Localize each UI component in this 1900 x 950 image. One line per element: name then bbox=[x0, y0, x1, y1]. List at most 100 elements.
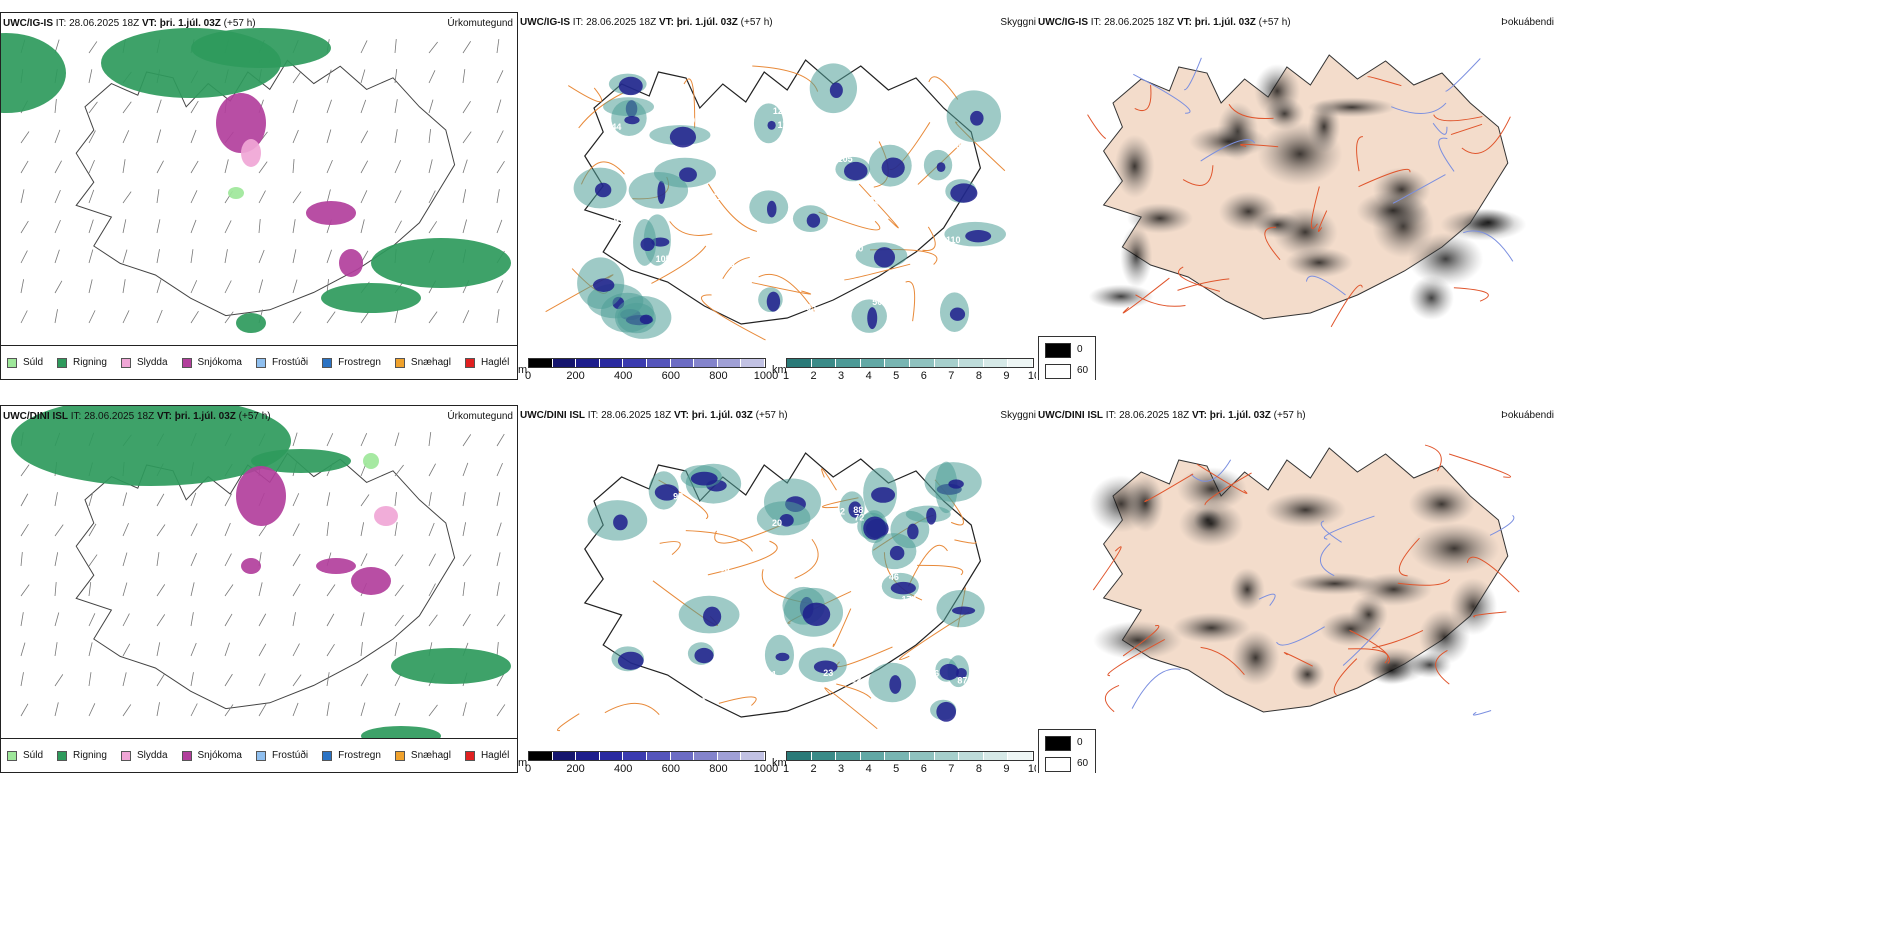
wind-barb bbox=[326, 189, 331, 204]
wind-barb bbox=[496, 309, 500, 324]
wind-barb bbox=[496, 189, 500, 204]
river-line bbox=[1323, 515, 1375, 540]
cloud-top-patch bbox=[694, 647, 714, 664]
colorbar-tick-label: 3 bbox=[838, 763, 845, 773]
cloud-top-patch bbox=[970, 110, 984, 126]
road-line bbox=[1451, 123, 1483, 135]
road-line bbox=[917, 564, 964, 576]
road-line bbox=[604, 702, 660, 715]
cloud-value-label: 60 bbox=[953, 210, 963, 220]
cloud-top-unit: m bbox=[518, 757, 528, 769]
wind-barb bbox=[190, 612, 194, 627]
colorbar-tick-label: 400 bbox=[614, 763, 633, 773]
fog-patch bbox=[1088, 284, 1154, 309]
wind-barb bbox=[20, 552, 23, 567]
cloud-top-patch bbox=[813, 660, 838, 674]
colorbar-ticks: 1 2 3 4 5 6 7 8 9 10 bbox=[782, 761, 1036, 773]
wind-barb bbox=[88, 69, 93, 84]
road-line bbox=[1087, 114, 1107, 140]
fog-patch bbox=[1307, 100, 1341, 153]
precip-area bbox=[251, 449, 351, 473]
cloud-top-patch bbox=[948, 479, 964, 489]
road-line bbox=[821, 468, 837, 491]
cloud-top-patch bbox=[871, 487, 896, 503]
colorbar-bin bbox=[599, 359, 624, 367]
wind-barb bbox=[258, 219, 261, 234]
precip-area bbox=[363, 453, 379, 469]
wind-barb bbox=[496, 219, 503, 234]
wind-barb bbox=[122, 704, 132, 717]
wind-barb bbox=[394, 584, 404, 597]
colorbar-bin bbox=[717, 752, 742, 760]
wind-barb bbox=[326, 129, 332, 144]
cloud-base-unit: km bbox=[772, 364, 787, 376]
cloud-top-colorbar: 0 200 400 600 800 1000 bbox=[525, 751, 778, 773]
wind-barb bbox=[20, 250, 28, 264]
legend-swatch bbox=[181, 750, 192, 761]
wind-barb bbox=[292, 219, 296, 234]
colorbar-bin bbox=[811, 752, 837, 760]
colorbar-tick-label: 1 bbox=[782, 763, 790, 773]
fog-patch bbox=[1418, 609, 1471, 665]
wind-barb bbox=[360, 219, 365, 234]
road-line bbox=[1200, 646, 1245, 676]
wind-barb bbox=[258, 582, 263, 597]
colorbar-tick-label: 2 bbox=[810, 763, 817, 773]
cloud-top-unit: m bbox=[518, 364, 528, 376]
model-name: UWC/IG-IS bbox=[3, 18, 53, 29]
road-line bbox=[714, 525, 781, 544]
legend-item: Slydda bbox=[120, 357, 168, 368]
precip-area bbox=[241, 139, 261, 167]
cloud-value-label: 75 bbox=[740, 263, 750, 273]
wind-barb bbox=[428, 311, 438, 324]
legend-item: Snæhagl bbox=[394, 357, 451, 368]
wind-barb bbox=[462, 492, 466, 507]
river-line bbox=[1131, 668, 1181, 709]
panel-title: Þokuábendi bbox=[1501, 410, 1554, 421]
init-time: IT: 28.06.2025 18Z bbox=[572, 17, 657, 28]
colorbar-bin bbox=[934, 359, 960, 367]
colorbar-bin bbox=[529, 752, 553, 760]
wind-barb bbox=[258, 703, 267, 717]
cloud-value-label: 20 bbox=[772, 518, 782, 528]
precip-area bbox=[316, 558, 356, 574]
wind-barb bbox=[326, 279, 329, 294]
road-line bbox=[1435, 649, 1450, 685]
road-line bbox=[707, 540, 778, 576]
cloud-top-patch bbox=[624, 115, 640, 125]
wind-barb bbox=[190, 219, 197, 234]
colorbar-bin bbox=[860, 752, 886, 760]
colorbar-bin bbox=[787, 359, 812, 367]
wind-barb bbox=[88, 310, 96, 324]
wind-barb bbox=[20, 131, 30, 144]
colorbar-bin bbox=[741, 752, 765, 760]
road-line bbox=[683, 78, 696, 129]
wind-barb bbox=[462, 702, 467, 717]
wind-barb bbox=[54, 189, 61, 204]
wind-barb bbox=[326, 249, 332, 264]
precip-area bbox=[361, 726, 441, 740]
precip-area bbox=[191, 28, 331, 68]
wind-barb bbox=[292, 643, 300, 657]
colorbar-bin bbox=[741, 359, 765, 367]
legend-label: Frostúði bbox=[271, 357, 309, 368]
cloud-top-patch bbox=[592, 278, 615, 292]
colorbar-bin bbox=[576, 359, 600, 367]
colorbar-bin bbox=[836, 752, 861, 760]
wind-barb bbox=[496, 673, 505, 687]
cloud-value-label: 75 bbox=[625, 674, 635, 684]
wind-barb bbox=[88, 41, 98, 54]
model-name: UWC/IG-IS bbox=[520, 17, 570, 28]
road-line bbox=[824, 687, 878, 730]
cloud-value-label: 100 bbox=[700, 691, 715, 701]
wind-barb bbox=[20, 160, 29, 174]
colorbar-tick-label: 5 bbox=[893, 370, 900, 380]
panel-header: UWC/DINI ISL IT: 28.06.2025 18Z VT: þri.… bbox=[520, 410, 788, 421]
cloud-top-patch bbox=[594, 182, 612, 198]
wind-barb bbox=[156, 614, 166, 627]
fog-light-label: 60 bbox=[1077, 758, 1089, 769]
wind-barb bbox=[190, 523, 198, 537]
cloud-value-label: 87 bbox=[957, 675, 967, 685]
legend-label: Haglél bbox=[480, 750, 510, 761]
wind-barb bbox=[190, 310, 199, 324]
